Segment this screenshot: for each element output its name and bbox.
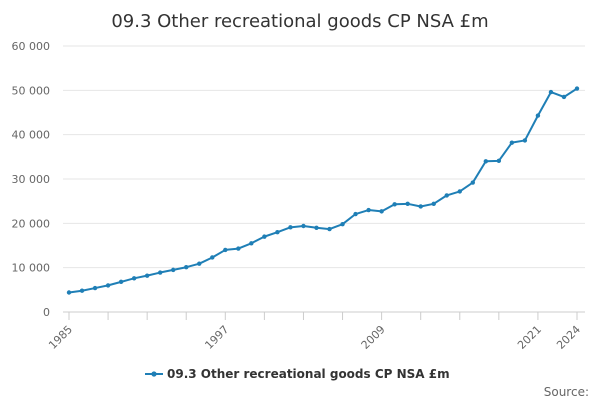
data-point[interactable] xyxy=(197,261,202,266)
data-point[interactable] xyxy=(314,225,319,230)
series-line xyxy=(68,87,578,294)
data-point[interactable] xyxy=(431,201,436,207)
data-point[interactable] xyxy=(262,234,267,239)
data-point[interactable] xyxy=(405,201,410,207)
legend-label: 09.3 Other recreational goods CP NSA £m xyxy=(167,367,450,381)
data-point[interactable] xyxy=(470,180,475,185)
data-point[interactable] xyxy=(418,204,423,209)
data-point[interactable] xyxy=(223,247,228,253)
x-tick-label: 2021 xyxy=(515,323,544,352)
data-point[interactable] xyxy=(105,283,111,288)
data-point[interactable] xyxy=(574,86,580,91)
legend[interactable]: 09.3 Other recreational goods CP NSA £m xyxy=(145,367,450,381)
data-point[interactable] xyxy=(210,255,215,260)
y-tick-label: 10 000 xyxy=(12,262,51,275)
data-point[interactable] xyxy=(522,138,528,143)
data-point[interactable] xyxy=(392,202,397,207)
series-layer xyxy=(66,86,580,295)
data-point[interactable] xyxy=(496,158,502,164)
y-tick-label: 30 000 xyxy=(12,173,51,186)
x-axis: 1985 1997 2009 2021 2024 xyxy=(46,311,585,352)
data-point[interactable] xyxy=(379,209,384,214)
data-point[interactable] xyxy=(92,285,98,291)
data-point[interactable] xyxy=(509,140,515,145)
data-point[interactable] xyxy=(444,193,449,198)
y-tick-label: 40 000 xyxy=(12,129,51,142)
data-point[interactable] xyxy=(561,94,567,100)
y-tick-label: 0 xyxy=(43,306,50,319)
data-point[interactable] xyxy=(327,226,332,232)
y-tick-label: 20 000 xyxy=(12,217,51,230)
data-point[interactable] xyxy=(548,89,554,95)
x-tick-label: 2009 xyxy=(359,323,388,352)
x-tick-label: 2024 xyxy=(554,323,583,352)
chart-title: 09.3 Other recreational goods CP NSA £m xyxy=(111,11,488,32)
data-point[interactable] xyxy=(301,223,306,229)
data-point[interactable] xyxy=(457,189,462,194)
data-point[interactable] xyxy=(249,241,254,246)
data-point[interactable] xyxy=(144,273,150,278)
legend-marker-swatch xyxy=(151,371,157,377)
data-point[interactable] xyxy=(366,207,371,213)
data-point[interactable] xyxy=(236,246,241,251)
y-axis-ticks: 0 10 000 20 000 30 000 40 000 50 000 60 000 xyxy=(12,40,51,319)
data-point[interactable] xyxy=(171,267,176,273)
y-tick-label: 50 000 xyxy=(12,84,51,97)
data-point[interactable] xyxy=(157,270,163,275)
data-point[interactable] xyxy=(483,159,489,164)
data-point[interactable] xyxy=(288,225,293,230)
data-point[interactable] xyxy=(535,113,541,118)
data-point[interactable] xyxy=(79,288,85,293)
data-point[interactable] xyxy=(131,276,137,281)
x-tick-label: 1985 xyxy=(46,323,75,352)
x-tick-label: 1997 xyxy=(202,323,231,352)
data-point[interactable] xyxy=(118,279,124,285)
gridlines xyxy=(63,45,585,269)
data-point[interactable] xyxy=(66,290,72,295)
y-tick-label: 60 000 xyxy=(12,40,51,53)
data-point[interactable] xyxy=(275,230,280,235)
data-point[interactable] xyxy=(184,265,189,270)
source-label: Source: xyxy=(544,385,589,399)
data-point[interactable] xyxy=(340,222,345,227)
data-point[interactable] xyxy=(353,211,358,217)
